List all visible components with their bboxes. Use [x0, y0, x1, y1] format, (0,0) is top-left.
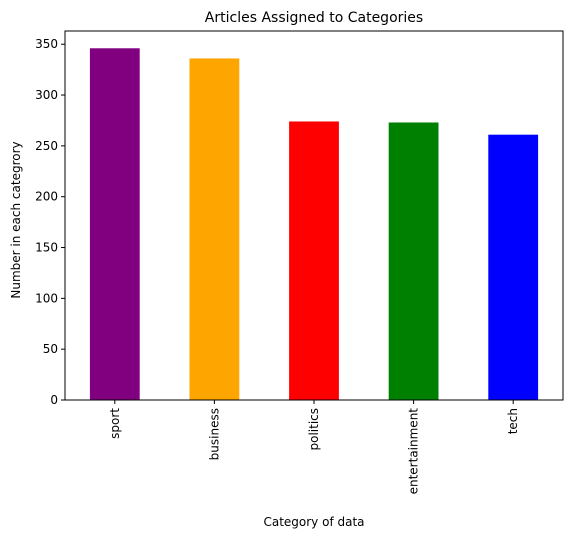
bar-sport	[89, 48, 140, 400]
y-axis-title: Number in each categrory	[9, 141, 23, 298]
y-tick-label: 200	[35, 190, 58, 204]
x-tick-label: business	[207, 408, 221, 460]
bar-politics	[289, 121, 339, 400]
bar-entertainment	[388, 122, 439, 401]
x-tick-group: sport business politics entertainment tech	[108, 400, 520, 494]
y-tick-label: 300	[35, 88, 58, 102]
y-tick-label: 150	[35, 241, 58, 255]
x-axis-title: Category of data	[263, 515, 364, 529]
plot-frame	[64, 30, 564, 401]
y-tick-label: 250	[35, 139, 58, 153]
bar-business	[189, 58, 240, 400]
y-tick-label: 0	[50, 393, 58, 407]
chart-title: Articles Assigned to Categories	[205, 10, 423, 26]
y-tick-label: 350	[35, 37, 58, 51]
x-tick-label: tech	[506, 408, 520, 434]
x-tick-label: politics	[307, 408, 321, 451]
x-tick-label: entertainment	[407, 408, 421, 495]
y-tick-label: 50	[43, 342, 58, 356]
bar-tech	[488, 134, 539, 400]
y-tick-label: 100	[35, 291, 58, 305]
bar-group	[89, 48, 539, 401]
y-tick-group: 0 50 100 150 200 250 300 350	[35, 37, 65, 407]
x-tick-label: sport	[108, 408, 122, 439]
